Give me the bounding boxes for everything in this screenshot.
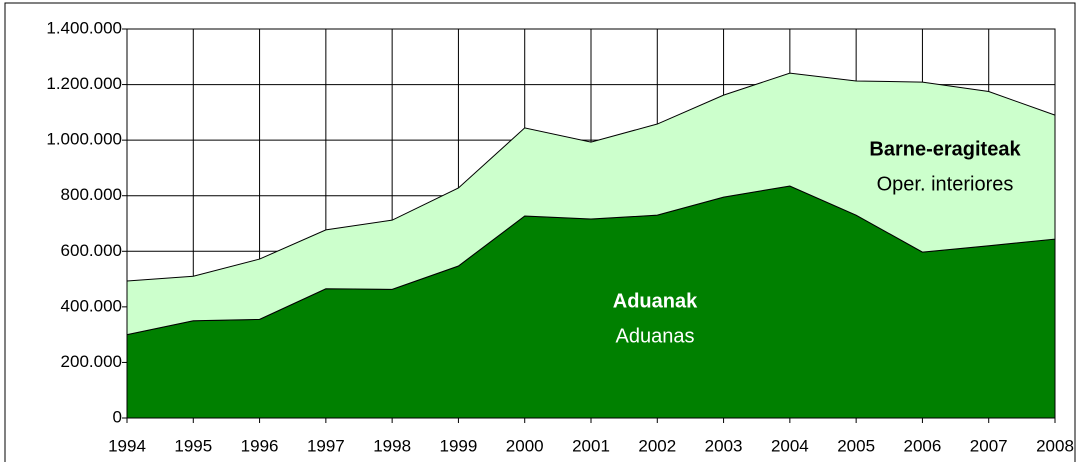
y-tick-label: 1.000.000 xyxy=(46,130,122,149)
series-label: Aduanak xyxy=(613,290,698,312)
x-tick-label: 1996 xyxy=(241,436,279,455)
x-tick-label: 2001 xyxy=(572,436,610,455)
series-label: Barne-eragiteak xyxy=(869,138,1021,160)
series-sublabel: Oper. interiores xyxy=(877,173,1014,195)
y-tick-label: 400.000 xyxy=(61,296,122,315)
y-tick-label: 1.200.000 xyxy=(46,74,122,93)
y-tick-label: 800.000 xyxy=(61,185,122,204)
x-tick-label: 1999 xyxy=(440,436,478,455)
x-tick-label: 2005 xyxy=(837,436,875,455)
x-tick-label: 1998 xyxy=(373,436,411,455)
plot-border xyxy=(126,28,1056,419)
x-tick-label: 2002 xyxy=(638,436,676,455)
x-tick-label: 2006 xyxy=(904,436,942,455)
series-sublabel: Aduanas xyxy=(616,325,695,347)
y-tick-label: 1.400.000 xyxy=(46,18,122,37)
plot: 0 200.000 400.000 600.000 800.000 1.000.000 1.… xyxy=(46,18,1074,455)
x-tick-label: 1997 xyxy=(307,436,345,455)
x-tick-label: 2003 xyxy=(705,436,743,455)
y-tick-label: 0 xyxy=(113,407,122,426)
x-tick-label: 2000 xyxy=(506,436,544,455)
x-tick-label: 1995 xyxy=(174,436,212,455)
x-tick-label: 2008 xyxy=(1036,436,1074,455)
x-tick-label: 2007 xyxy=(970,436,1008,455)
chart-border xyxy=(4,2,1076,462)
y-tick-label: 200.000 xyxy=(61,352,122,371)
x-tick-label: 2004 xyxy=(771,436,809,455)
x-tick-label: 1994 xyxy=(108,436,146,455)
y-tick-label: 600.000 xyxy=(61,241,122,260)
